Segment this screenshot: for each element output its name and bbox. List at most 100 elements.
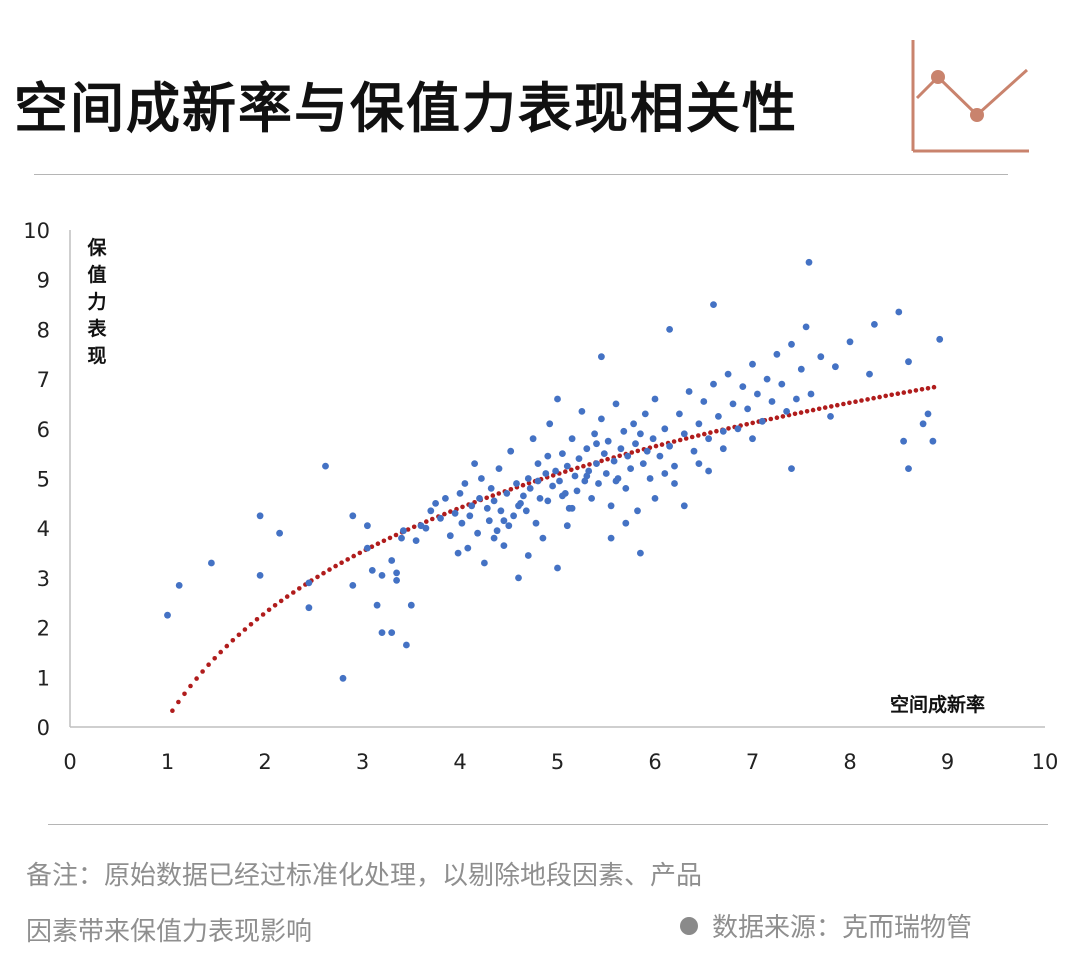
trend-dot (448, 509, 453, 514)
trend-dot (563, 469, 568, 474)
trend-dot (750, 420, 755, 426)
data-point (936, 335, 944, 343)
data-point (602, 470, 610, 477)
data-point (378, 572, 386, 579)
data-point (651, 495, 659, 502)
trend-dot (291, 590, 296, 595)
data-point (651, 395, 659, 403)
data-point (505, 522, 513, 530)
y-tick-label: 5 (37, 468, 50, 492)
data-point (451, 509, 459, 517)
y-tick-label: 6 (37, 418, 50, 442)
trend-dot (411, 524, 417, 530)
trend-dot (520, 482, 526, 488)
data-point (620, 427, 628, 435)
x-tick-label: 7 (746, 750, 759, 774)
data-point (556, 477, 563, 485)
trend-dot (484, 495, 490, 501)
data-point (364, 544, 371, 552)
y-tick-label: 7 (37, 368, 50, 392)
data-point (695, 420, 703, 428)
data-point (568, 504, 576, 512)
trend-dot (224, 643, 230, 649)
data-point (563, 462, 571, 470)
data-point (364, 522, 371, 530)
data-point (534, 460, 542, 467)
trend-dot (925, 386, 931, 391)
data-point (583, 472, 591, 480)
x-tick-label: 0 (63, 750, 76, 774)
data-point (534, 477, 542, 485)
data-point (493, 527, 501, 535)
data-point (544, 497, 552, 505)
data-point (536, 495, 544, 502)
data-point (924, 410, 932, 418)
trend-dot (581, 463, 586, 469)
trend-dot (865, 397, 870, 402)
data-point (368, 567, 376, 574)
data-point (598, 415, 605, 423)
trend-dot (708, 430, 713, 435)
trend-dot (200, 669, 205, 674)
data-point (666, 442, 673, 450)
x-tick-label: 1 (161, 750, 174, 774)
data-point (705, 467, 712, 475)
trend-dot (315, 574, 320, 580)
trend-dot (599, 458, 604, 464)
trend-dot (266, 607, 272, 613)
trend-dot (278, 598, 284, 604)
data-point (520, 492, 527, 500)
data-point (549, 482, 556, 490)
data-point (175, 582, 183, 589)
data-point (788, 465, 795, 472)
data-point (554, 395, 561, 403)
data-point (905, 465, 912, 472)
trend-dot (919, 387, 925, 392)
data-point (485, 517, 493, 525)
data-point (503, 490, 511, 497)
data-point (710, 380, 717, 388)
data-point (487, 485, 495, 492)
data-point (607, 534, 615, 542)
trend-dot (702, 431, 707, 437)
trend-dot (696, 433, 701, 438)
data-point (866, 370, 873, 378)
data-point (388, 557, 396, 564)
data-point (676, 410, 683, 418)
trend-dot (895, 391, 901, 396)
data-point (871, 321, 878, 328)
data-point (524, 475, 532, 482)
trend-dot (883, 393, 888, 399)
data-point (622, 519, 630, 527)
data-point (478, 475, 485, 482)
data-point (680, 430, 688, 438)
y-tick-label: 2 (37, 617, 50, 641)
trend-dot (260, 612, 266, 617)
trend-dot (629, 450, 635, 455)
data-point (661, 470, 669, 477)
data-point (500, 517, 508, 525)
data-point (497, 507, 505, 515)
data-point (700, 398, 708, 405)
data-point (649, 435, 657, 443)
trend-dot (345, 557, 351, 562)
data-point (546, 420, 554, 428)
data-point (715, 413, 722, 420)
data-point (705, 435, 712, 443)
trend-dot (339, 560, 344, 565)
data-point (690, 447, 698, 455)
data-point (552, 467, 559, 475)
data-point (929, 437, 937, 445)
data-point (305, 579, 313, 587)
trend-dot (321, 570, 326, 576)
data-point (578, 408, 586, 415)
data-point (617, 445, 625, 453)
data-point (600, 450, 608, 457)
data-point (458, 519, 466, 527)
trend-dot (822, 405, 828, 410)
data-point (729, 400, 737, 408)
trend-dot (188, 683, 193, 689)
data-point (407, 601, 415, 609)
data-point (643, 447, 651, 455)
data-point (507, 447, 515, 455)
